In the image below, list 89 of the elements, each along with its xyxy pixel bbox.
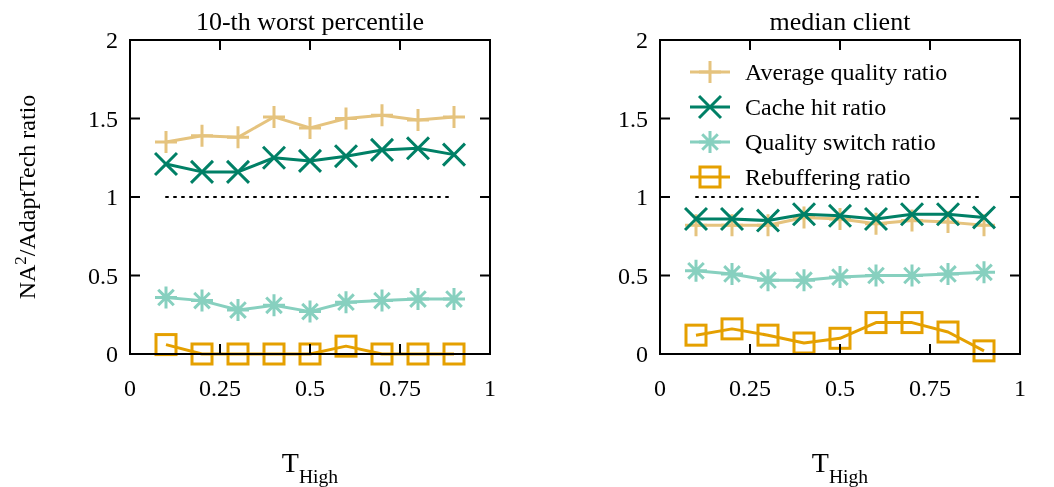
x-tick-label: 0.25	[199, 375, 241, 401]
point	[371, 289, 393, 312]
point	[334, 334, 358, 358]
point	[684, 323, 708, 347]
point	[155, 286, 177, 309]
point	[299, 300, 321, 323]
point	[226, 342, 250, 366]
point	[756, 323, 780, 347]
x-tick-label: 0.5	[825, 375, 855, 401]
point	[443, 288, 465, 311]
x-tick-label: 0	[124, 375, 136, 401]
x-tick-label: 0.75	[909, 375, 951, 401]
point	[971, 205, 997, 230]
y-tick-label: 2	[636, 27, 648, 53]
y-tick-label: 1	[106, 184, 118, 210]
point	[370, 342, 394, 366]
point	[863, 206, 889, 232]
point	[407, 109, 429, 132]
point	[262, 342, 286, 366]
point	[405, 136, 431, 161]
point	[299, 116, 321, 139]
point	[441, 142, 467, 167]
x-tick-label: 0.75	[379, 375, 421, 401]
point	[865, 264, 887, 287]
point	[406, 342, 430, 366]
point	[407, 288, 429, 311]
point	[828, 326, 852, 350]
point	[335, 107, 357, 130]
point	[190, 342, 214, 366]
legend-label: Rebuffering ratio	[745, 164, 911, 190]
point	[792, 331, 816, 355]
point	[973, 261, 995, 284]
point	[298, 342, 322, 366]
point	[793, 269, 815, 292]
point	[755, 208, 781, 233]
x-tick-label: 0	[654, 375, 666, 401]
point	[189, 159, 215, 184]
point	[683, 206, 709, 232]
y-tick-label: 0.5	[618, 262, 648, 289]
point	[442, 342, 466, 366]
y-tick-label: 2	[106, 27, 118, 53]
point	[369, 137, 395, 162]
y-tick-label: 1	[636, 184, 648, 210]
legend-label: Quality switch ratio	[745, 129, 936, 155]
point	[297, 148, 323, 173]
point	[227, 126, 249, 149]
legend-label: Average quality ratio	[745, 59, 948, 85]
point	[721, 262, 743, 285]
x-axis-title: T$_{High}$	[281, 447, 339, 487]
y-tick-label: 1.5	[618, 105, 648, 132]
point	[263, 105, 285, 128]
x-tick-label: 0.25	[729, 375, 771, 401]
point	[155, 131, 177, 154]
point	[901, 264, 923, 287]
point	[972, 339, 996, 363]
point	[333, 144, 359, 169]
x-axis-title: T$_{High}$	[811, 447, 869, 487]
point	[371, 104, 393, 127]
point	[900, 311, 924, 335]
point	[685, 259, 707, 282]
point	[227, 299, 249, 322]
point	[191, 289, 213, 312]
y-tick-label: 1.5	[88, 105, 118, 132]
x-tick-label: 1	[1014, 375, 1026, 401]
point	[899, 202, 925, 227]
chart-title: median client	[769, 7, 912, 36]
legend-label: Cache hit ratio	[745, 94, 887, 120]
y-tick-label: 0	[636, 341, 648, 367]
point	[720, 317, 744, 341]
y-tick-label: 0	[106, 341, 118, 367]
chart-title: 10-th worst percentile	[195, 7, 425, 36]
point	[719, 206, 745, 232]
point	[936, 320, 960, 344]
point	[829, 266, 851, 289]
point	[443, 105, 465, 128]
point	[263, 294, 285, 317]
x-tick-label: 1	[484, 375, 496, 401]
point	[937, 262, 959, 285]
x-tick-label: 0.5	[295, 375, 325, 401]
point	[864, 311, 888, 335]
point	[191, 124, 213, 147]
point	[225, 159, 251, 184]
y-tick-label: 0.5	[88, 262, 118, 289]
point	[153, 152, 179, 177]
point	[335, 291, 357, 314]
point	[154, 333, 178, 357]
point	[935, 202, 961, 227]
point	[757, 269, 779, 292]
point	[261, 145, 287, 170]
